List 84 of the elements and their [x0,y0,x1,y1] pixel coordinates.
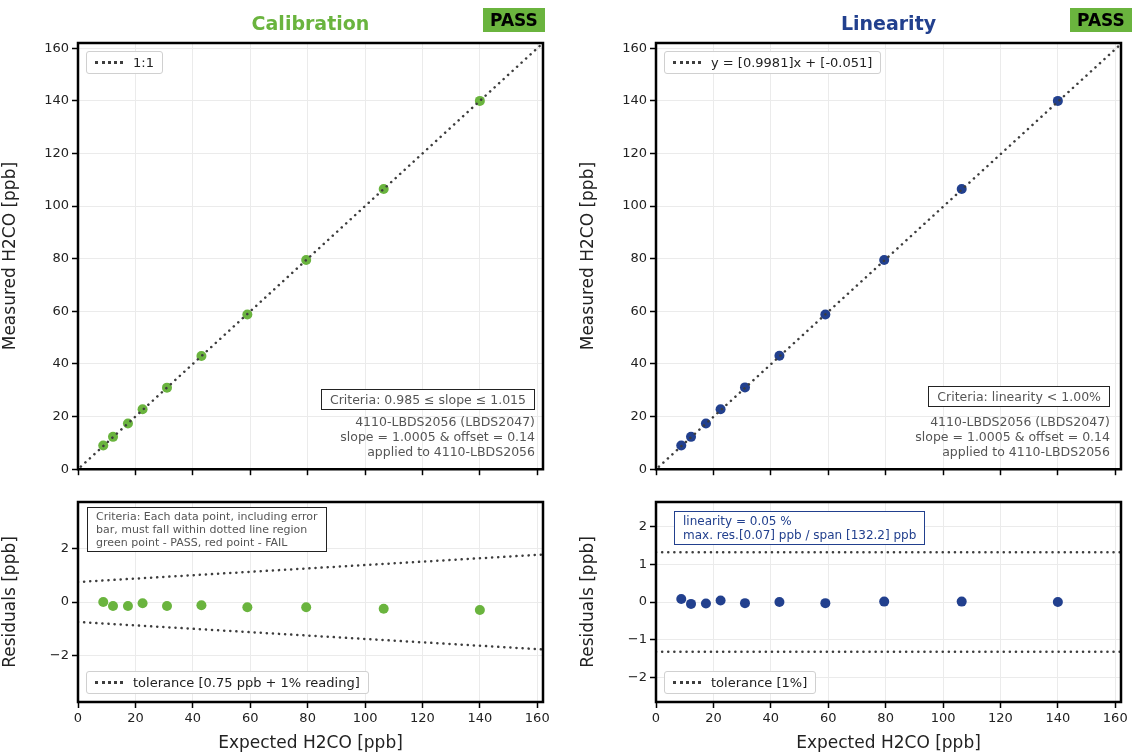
point [879,255,890,266]
point [98,597,109,607]
point [739,382,750,393]
y-tick-label: 20 [630,407,647,423]
y-tick-label: 0 [638,593,647,609]
y-tick-label: 160 [44,39,69,55]
x-tick-label: 0 [651,710,661,726]
y-tick-label: 40 [630,355,647,371]
point [98,440,109,451]
annotation: Criteria: 0.985 ≤ slope ≤ 1.015 [320,389,535,410]
point [676,440,687,451]
y-tick-label: 60 [630,302,647,318]
y-tick-label: 0 [60,593,69,609]
point [161,601,172,611]
annotation: Criteria: Each data point, including error bar, must fall within dotted line region green point - PASS, red point - FAIL [87,507,327,552]
point [301,602,312,613]
point [122,601,133,611]
y-tick-label: 20 [52,407,69,423]
x-axis-title: Expected H2CO [ppb] [796,732,981,753]
x-tick-label: 80 [877,710,894,726]
y-tick-label: 120 [622,144,647,160]
x-tick-label: 100 [930,710,956,726]
x-tick-label: 40 [184,710,202,726]
y-axis-title: Measured H2CO [ppb] [576,161,597,351]
y-tick-label: 100 [44,197,69,213]
x-tick-label: 40 [762,710,780,726]
annotation: Criteria: linearity < 1.00% [928,386,1110,407]
x-tick-label: 120 [410,710,435,726]
point [161,382,172,393]
point [474,605,485,615]
y-tick-label: 40 [52,355,69,371]
y-tick-label: 0 [60,460,69,476]
chart-title: Calibration [251,12,370,34]
point [301,255,312,266]
legend-label: tolerance [0.75 ppb + 1% reading] [133,675,360,690]
x-tick-label: 100 [352,710,378,726]
y-tick-label: 60 [52,302,69,318]
text: PASS [483,8,545,32]
y-tick-label: −1 [627,631,647,647]
y-tick-label: 100 [622,197,647,213]
y-tick-label: 1 [638,555,647,571]
chart-title: Linearity [840,12,937,34]
point [137,598,148,609]
x-tick-label: 120 [988,710,1013,726]
x-axis-title: Expected H2CO [ppb] [218,732,403,753]
y-tick-label: 2 [60,540,69,556]
point [108,601,119,611]
point [108,431,119,442]
x-tick-label: 140 [467,710,493,726]
x-tick-label: 60 [241,710,259,726]
x-tick-label: 140 [1045,710,1071,726]
point [196,600,207,611]
point [715,404,726,415]
y-axis-title: Residuals [ppb] [576,536,597,668]
y-tick-label: 140 [44,92,69,108]
x-tick-label: 160 [524,710,550,726]
y-tick-label: 160 [622,39,647,55]
x-tick-label: 80 [299,710,316,726]
legend-label: 1:1 [133,55,154,70]
y-tick-label: −2 [49,646,69,662]
y-tick-label: 80 [630,250,647,266]
x-tick-label: 20 [705,710,722,726]
y-axis-title: Measured H2CO [ppb] [0,161,19,351]
point [242,602,253,613]
y-tick-label: 120 [44,144,69,160]
point [686,431,697,442]
point [137,404,148,415]
point [378,603,389,614]
annotation: 4110-LBDS2056 (LBDS2047) slope = 1.0005 & offset = 0.14 applied to 4110-LBDS2056 [915,414,1110,459]
y-axis-title: Residuals [ppb] [0,536,19,668]
x-tick-label: 0 [73,710,83,726]
y-tick-label: 0 [638,460,647,476]
x-tick-label: 20 [127,710,144,726]
legend-label: y = [0.9981]x + [-0.051] [711,55,873,70]
x-tick-label: 160 [1102,710,1128,726]
legend-label: tolerance [1%] [711,675,808,690]
annotation: 4110-LBDS2056 (LBDS2047) slope = 1.0005 & offset = 0.14 applied to 4110-LBDS2056 [340,414,535,459]
x-tick-label: 60 [819,710,837,726]
y-tick-label: 80 [52,250,69,266]
y-tick-label: 140 [622,92,647,108]
y-tick-label: 2 [638,517,647,533]
text: PASS [1070,8,1132,32]
annotation: linearity = 0.05 % max. res.[0.07] ppb / span [132.2] ppb [674,511,926,545]
y-tick-label: −2 [627,668,647,684]
